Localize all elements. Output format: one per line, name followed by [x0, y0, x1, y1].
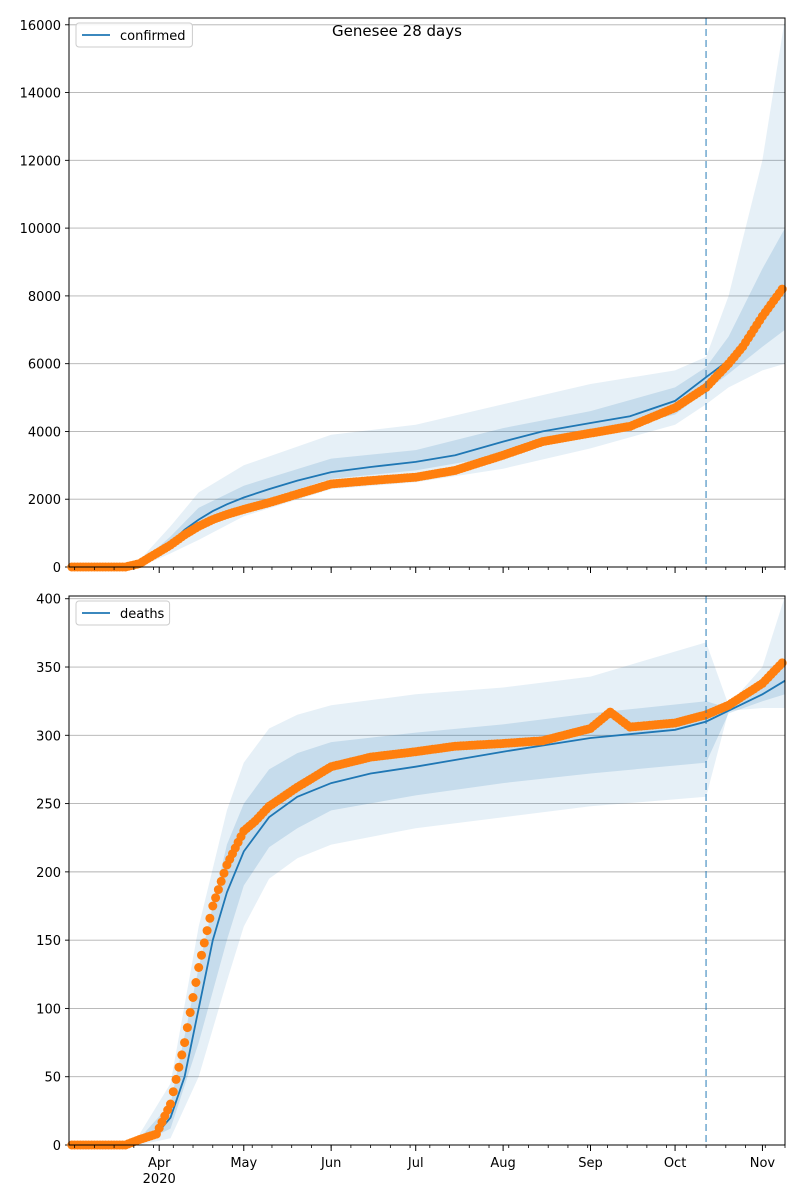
observed-point [197, 950, 206, 960]
x-tick-label: Jul [407, 1156, 424, 1171]
uncertainty-band-inner [139, 228, 785, 567]
x-tick-label: Nov [750, 1156, 776, 1171]
observed-point [777, 284, 787, 294]
confirmed-panel: 0 2000 4000 6000 8000 10000 12000 14000 16000 con… [20, 17, 787, 576]
figure-title: Genesee 28 days [332, 22, 462, 40]
observed-point [211, 893, 221, 903]
observed-point [202, 926, 212, 936]
observed-point [205, 913, 215, 923]
x-tick-label: Sep [578, 1156, 603, 1171]
x-tick-label: May [230, 1156, 257, 1171]
observed-point [777, 658, 787, 668]
y-tick-label: 400 [36, 593, 61, 608]
y-tick-label: 200 [36, 866, 61, 881]
observed-point [180, 1038, 190, 1048]
observed-point [171, 1074, 181, 1084]
observed-point [177, 1050, 187, 1060]
y-tick-label: 4000 [28, 425, 61, 440]
observed-point [182, 1023, 192, 1033]
y-tick-label: 0 [53, 561, 61, 576]
legend-label: deaths [120, 607, 165, 622]
observed-point [194, 963, 204, 972]
legend-box [75, 600, 171, 626]
y-tick-label: 50 [44, 1071, 61, 1086]
y-tick-label: 12000 [20, 154, 61, 169]
y-tick-label: 250 [36, 798, 61, 813]
y-tick-label: 100 [36, 1002, 61, 1017]
observed-point [185, 1008, 195, 1017]
axes-frame [68, 17, 786, 568]
observed-point [208, 901, 218, 911]
x-tick-label: Apr [148, 1156, 171, 1171]
y-tick-label: 350 [36, 661, 61, 676]
observed-point [168, 1087, 178, 1097]
axes-frame [68, 595, 786, 1146]
x-tick-label: Aug [490, 1156, 515, 1171]
observed-point [188, 993, 198, 1002]
x-tick-label: 2020 [143, 1172, 176, 1187]
y-tick-label: 10000 [20, 222, 61, 237]
y-tick-label: 150 [36, 934, 61, 949]
legend-label: confirmed [120, 29, 186, 44]
x-tick-label: Oct [664, 1156, 686, 1171]
y-tick-label: 14000 [20, 87, 61, 102]
observed-point [213, 885, 223, 895]
observed-point [166, 1099, 175, 1109]
legend-box [75, 22, 193, 48]
observed-point [199, 938, 209, 948]
uncertainty-band-outer [139, 596, 785, 1145]
y-tick-label: 2000 [28, 493, 61, 508]
observed-point [191, 978, 201, 987]
y-tick-label: 6000 [28, 358, 61, 373]
y-tick-label: 8000 [28, 290, 61, 305]
observed-point [216, 876, 226, 886]
x-tick-label: Jun [320, 1156, 341, 1171]
observed-point [174, 1062, 184, 1072]
y-tick-label: 300 [36, 729, 61, 744]
y-tick-label: 0 [53, 1139, 61, 1154]
y-tick-label: 16000 [20, 19, 61, 34]
observed-point [219, 868, 229, 878]
